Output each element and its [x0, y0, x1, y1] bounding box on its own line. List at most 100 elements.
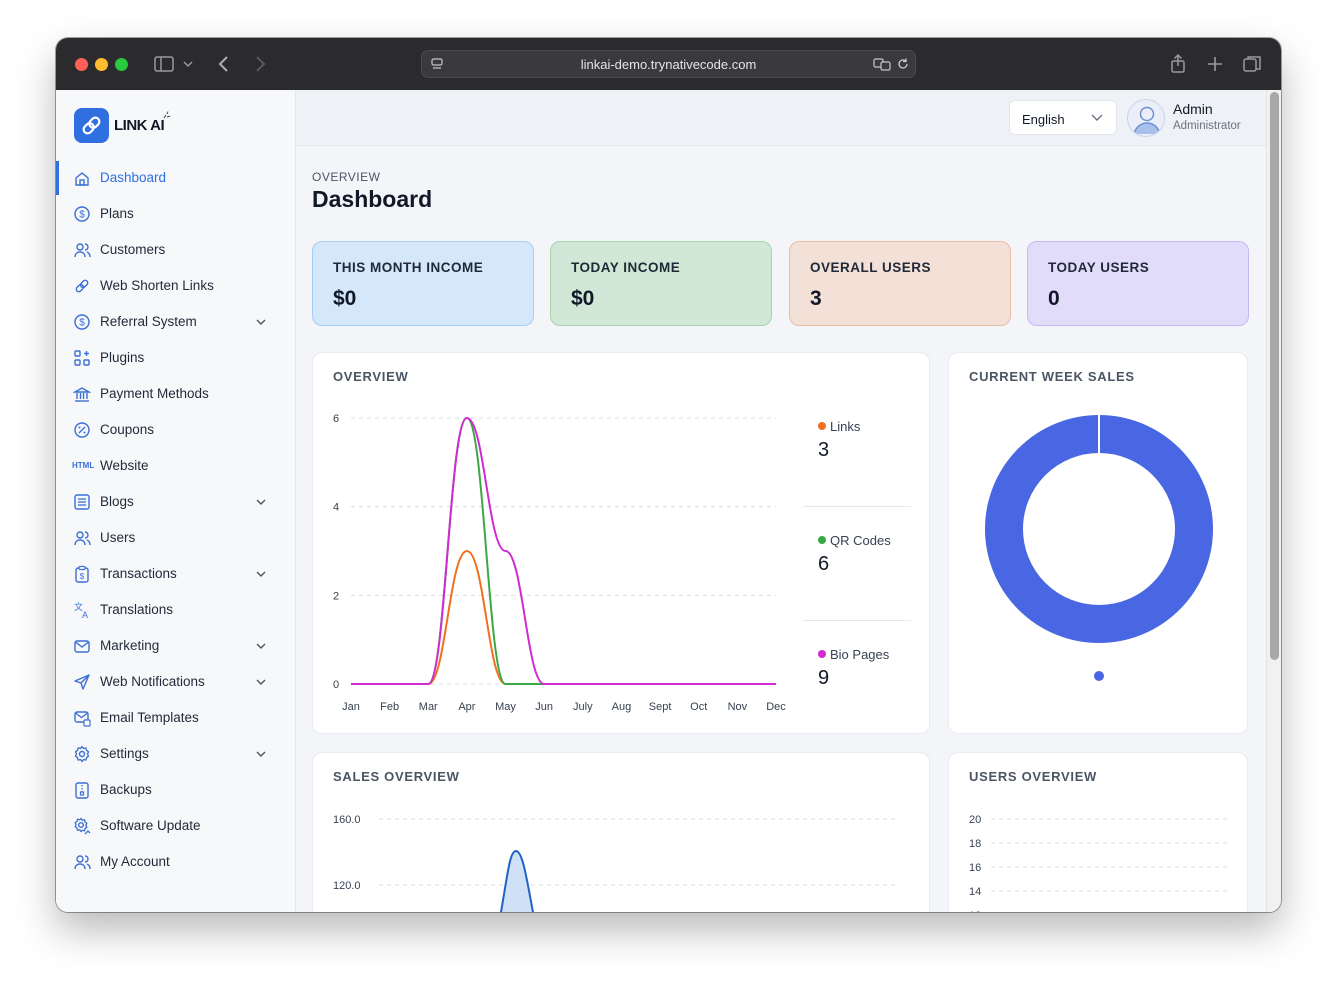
close-window-button[interactable] — [75, 58, 88, 71]
x-tick-label: Sept — [649, 701, 672, 713]
chevron-down-icon — [1091, 114, 1103, 121]
sidebar-item-label: Users — [100, 530, 136, 545]
legend-divider — [803, 506, 911, 507]
logo-icon[interactable] — [74, 108, 109, 143]
y-tick-label: 14 — [969, 886, 981, 898]
sidebar-toggle-icon[interactable] — [152, 52, 176, 76]
url-text: linkai-demo.trynativecode.com — [580, 57, 757, 72]
site-settings-icon[interactable] — [430, 57, 444, 71]
breadcrumb: OVERVIEW — [312, 170, 381, 184]
tab-overview-icon[interactable] — [1240, 52, 1264, 76]
stat-value: $0 — [571, 287, 595, 310]
page-title: Dashboard — [312, 186, 433, 212]
stat-card-today-users: TODAY USERS 0 — [1027, 241, 1249, 326]
sidebar-item-backups[interactable]: Backups — [56, 773, 295, 807]
mail-icon — [74, 640, 90, 653]
user-role: Administrator — [1173, 120, 1241, 132]
card-title: OVERVIEW — [333, 369, 409, 384]
x-tick-label: Aug — [612, 701, 632, 713]
legend-label: Bio Pages — [830, 647, 890, 662]
legend-marker[interactable] — [1094, 671, 1104, 681]
sidebar-item-label: Dashboard — [100, 170, 167, 185]
x-tick-label: Jun — [535, 701, 553, 713]
html-icon: HTML — [72, 461, 95, 470]
maximize-window-button[interactable] — [115, 58, 128, 71]
legend-value: 9 — [818, 667, 830, 689]
chevron-down-icon — [256, 679, 266, 685]
sidebar-item-referral-system[interactable]: $ Referral System — [56, 305, 295, 339]
week-sales-donut-chart — [985, 415, 1213, 681]
scrollbar-thumb[interactable] — [1270, 92, 1279, 660]
sidebar-item-website[interactable]: HTML Website — [56, 449, 295, 483]
gear-update-icon — [74, 817, 91, 835]
share-icon[interactable] — [1166, 52, 1190, 76]
sidebar-item-web-notifications[interactable]: Web Notifications — [56, 665, 295, 699]
x-tick-label: Jan — [342, 701, 360, 713]
y-tick-label: 160.0 — [333, 814, 361, 826]
series-line-links — [351, 549, 776, 685]
stat-card-overall-users: OVERALL USERS 3 — [789, 241, 1011, 326]
sidebar-item-marketing[interactable]: Marketing — [56, 629, 295, 663]
overview-card: OVERVIEW 0 2 4 6 Jan Feb Mar Apr May Jun July Aug Se… — [312, 352, 930, 734]
sidebar-item-plans[interactable]: $ Plans — [56, 197, 295, 231]
language-select[interactable]: English — [1009, 100, 1117, 135]
home-icon — [75, 172, 89, 186]
sidebar-item-web-shorten-links[interactable]: Web Shorten Links — [56, 269, 295, 303]
sidebar-item-label: Marketing — [100, 638, 160, 653]
x-tick-label: Apr — [458, 701, 475, 713]
page-scrollbar[interactable] — [1266, 90, 1281, 912]
sidebar-item-blogs[interactable]: Blogs — [56, 485, 295, 519]
stat-label: THIS MONTH INCOME — [333, 260, 484, 275]
stat-value: 0 — [1048, 287, 1060, 310]
sidebar-item-dashboard[interactable]: Dashboard — [56, 161, 295, 195]
legend-value: 3 — [818, 439, 830, 461]
users-overview-card: USERS OVERVIEW 20 18 16 14 12 — [948, 752, 1248, 912]
x-tick-label: Mar — [419, 701, 438, 713]
reload-icon[interactable] — [896, 57, 910, 71]
x-tick-label: Oct — [690, 701, 707, 713]
sidebar-item-transactions[interactable]: $ Transactions — [56, 557, 295, 591]
sidebar-item-label: Backups — [100, 782, 152, 797]
sidebar-item-users[interactable]: Users — [56, 521, 295, 555]
sidebar-item-software-update[interactable]: Software Update — [56, 809, 295, 843]
chevron-down-icon — [256, 499, 266, 505]
sidebar-item-plugins[interactable]: Plugins — [56, 341, 295, 375]
sidebar-item-label: My Account — [100, 854, 170, 869]
series-line-qr-codes — [351, 416, 776, 685]
address-bar[interactable]: linkai-demo.trynativecode.com — [421, 50, 916, 78]
send-icon — [74, 674, 90, 690]
dollar-icon: $ — [74, 314, 90, 330]
bank-icon — [73, 387, 91, 402]
sidebar-item-settings[interactable]: Settings — [56, 737, 295, 771]
browser-titlebar: linkai-demo.trynativecode.com — [56, 38, 1281, 90]
card-title: USERS OVERVIEW — [969, 769, 1098, 784]
chevron-down-icon[interactable] — [180, 52, 196, 76]
x-tick-label: Feb — [380, 701, 399, 713]
legend-divider — [803, 620, 911, 621]
sidebar-item-label: Plans — [100, 206, 134, 221]
sidebar-item-label: Email Templates — [100, 710, 199, 725]
sidebar-item-customers[interactable]: Customers — [56, 233, 295, 267]
back-icon[interactable] — [212, 52, 236, 76]
users-overview-chart: 20 18 16 14 12 — [969, 814, 1231, 912]
forward-icon[interactable] — [248, 52, 272, 76]
avatar[interactable] — [1127, 99, 1165, 137]
stat-label: TODAY USERS — [1048, 260, 1150, 275]
sidebar-item-coupons[interactable]: Coupons — [56, 413, 295, 447]
svg-text:$: $ — [80, 572, 85, 581]
translate-icon: 文A — [74, 601, 88, 619]
card-title: CURRENT WEEK SALES — [969, 369, 1135, 384]
sidebar-item-translations[interactable]: 文 A Translations — [56, 593, 295, 627]
sidebar-item-label: Referral System — [100, 314, 197, 329]
minimize-window-button[interactable] — [95, 58, 108, 71]
svg-text:文: 文 — [74, 601, 83, 612]
new-tab-icon[interactable] — [1203, 52, 1227, 76]
dollar-icon: $ — [74, 206, 90, 222]
series-line-bio-pages — [351, 416, 776, 685]
sidebar-item-label: Settings — [100, 746, 149, 761]
translate-page-icon[interactable] — [873, 57, 891, 71]
sidebar-item-email-templates[interactable]: Email Templates — [56, 701, 295, 735]
sidebar-item-payment-methods[interactable]: Payment Methods — [56, 377, 295, 411]
svg-text:$: $ — [79, 318, 85, 329]
sidebar-item-my-account[interactable]: My Account — [56, 845, 295, 879]
